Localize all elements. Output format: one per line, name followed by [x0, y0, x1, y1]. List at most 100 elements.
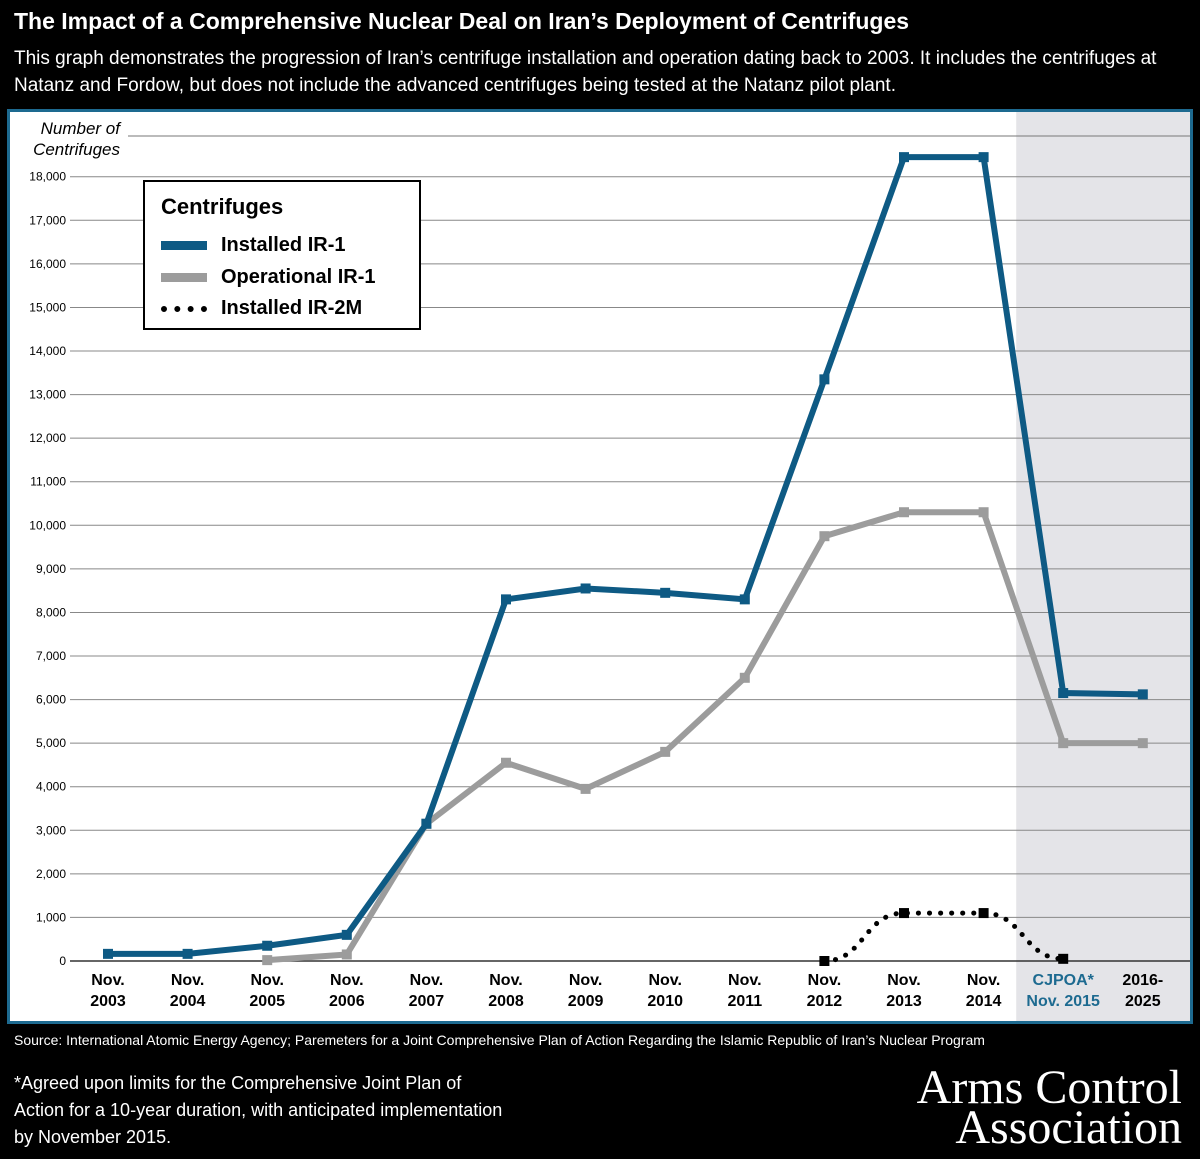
- legend-swatch-installed-ir1: [161, 241, 207, 251]
- y-tick-label: 14,000: [29, 344, 66, 358]
- series-line-installed-ir-2m: [821, 910, 1066, 964]
- data-point-operational-ir-1: [660, 746, 671, 757]
- x-tick-label-top: Nov.: [330, 972, 363, 989]
- source-note: Source: International Atomic Energy Agen…: [14, 1032, 985, 1048]
- data-point-installed-ir-1: [899, 152, 909, 163]
- y-tick-label: 2,000: [36, 867, 66, 881]
- x-tick-label-top: Nov.: [887, 972, 920, 989]
- legend-item-operational-ir1: Operational IR-1: [161, 266, 375, 289]
- data-point-installed-ir-2m: [978, 908, 989, 919]
- data-point-operational-ir-1: [501, 757, 511, 768]
- y-tick-label: 17,000: [29, 213, 66, 227]
- y-tick-label: 10,000: [29, 518, 66, 532]
- y-tick-label: 7,000: [36, 649, 66, 663]
- y-tick-label: 13,000: [29, 388, 66, 402]
- data-point-installed-ir-1: [182, 948, 193, 959]
- data-point-operational-ir-1: [262, 955, 273, 966]
- x-tick-label-top: Nov.: [569, 972, 602, 989]
- legend-swatch-operational-ir1: [161, 273, 207, 283]
- page-subtitle: This graph demonstrates the progression …: [14, 48, 1157, 96]
- data-point-installed-ir-1: [262, 940, 273, 951]
- x-tick-label-top: Nov.: [648, 972, 681, 989]
- data-point-operational-ir-1: [899, 507, 909, 518]
- y-tick-label: 18,000: [29, 170, 66, 184]
- series-line-operational-ir-1: [266, 509, 1143, 964]
- legend-item-installed-ir1: Installed IR-1: [161, 234, 345, 257]
- data-point-installed-ir-1: [103, 948, 113, 959]
- data-point-operational-ir-1: [819, 531, 830, 542]
- data-point-installed-ir-1: [1137, 689, 1148, 700]
- data-point-operational-ir-1: [739, 672, 750, 683]
- legend-label-operational-ir1: Operational IR-1: [221, 266, 376, 288]
- x-tick-label-bottom: 2014: [966, 993, 1002, 1010]
- data-point-installed-ir-1: [421, 818, 432, 829]
- data-point-installed-ir-1: [341, 929, 352, 940]
- chart-legend: Centrifuges Installed IR-1 Operational I…: [143, 180, 421, 330]
- y-axis-label-line-2: Centrifuges: [33, 140, 120, 159]
- x-tick-label-top: 2016-: [1122, 972, 1163, 989]
- data-point-installed-ir-1: [580, 583, 591, 594]
- x-tick-label-top: Nov.: [808, 972, 841, 989]
- x-tick-label-bottom: 2009: [568, 993, 604, 1010]
- centrifuge-line-chart: Number of Centrifuges 0 1,000 2,000 3,000 4,00…: [29, 112, 1190, 1021]
- series-line-installed-ir-1: [108, 154, 1143, 957]
- data-point-installed-ir-1: [739, 594, 750, 605]
- y-tick-label: 8,000: [36, 605, 66, 619]
- y-tick-label: 4,000: [36, 780, 66, 794]
- arms-control-association-logo: Arms Control Association: [916, 1061, 1182, 1154]
- y-tick-label: 5,000: [36, 736, 66, 750]
- footnote: *Agreed upon limits for the Comprehensiv…: [14, 1073, 503, 1147]
- x-tick-label-bottom: 2010: [647, 993, 683, 1010]
- chart-frame: Number of Centrifuges 0 1,000 2,000 3,000 4,00…: [7, 109, 1193, 1024]
- x-tick-label-bottom: 2011: [727, 993, 762, 1010]
- legend-item-installed-ir2m: Installed IR-2M: [161, 297, 362, 320]
- y-tick-label: 3,000: [36, 823, 66, 837]
- x-tick-label-top: Nov.: [728, 972, 761, 989]
- data-point-operational-ir-1: [1137, 738, 1148, 749]
- page-title: The Impact of a Comprehensive Nuclear De…: [14, 8, 910, 34]
- x-tick-label-bottom: 2008: [488, 993, 524, 1010]
- y-tick-label: 15,000: [29, 300, 66, 314]
- data-point-installed-ir-1: [978, 152, 989, 163]
- logo-line-1: Arms Control: [916, 1061, 1182, 1114]
- y-tick-label: 9,000: [36, 562, 66, 576]
- y-tick-label: 1,000: [36, 910, 66, 924]
- x-tick-label-bottom: 2012: [807, 993, 843, 1010]
- x-tick-label-bottom: 2005: [249, 993, 285, 1010]
- x-tick-label-top: Nov.: [91, 972, 124, 989]
- data-point-installed-ir-2m: [819, 956, 830, 966]
- x-tick-label-bottom: 2004: [170, 993, 206, 1010]
- x-tick-label-bottom: Nov. 2015: [1026, 993, 1100, 1010]
- y-tick-label: 16,000: [29, 257, 66, 271]
- x-tick-label-bottom: 2025: [1125, 993, 1161, 1010]
- x-tick-label-bottom: 2006: [329, 993, 365, 1010]
- x-tick-label-top: Nov.: [489, 972, 522, 989]
- y-tick-label: 6,000: [36, 693, 66, 707]
- y-axis-label-line-1: Number of: [41, 119, 123, 138]
- legend-title: Centrifuges: [161, 194, 284, 219]
- y-tick-label: 12,000: [29, 431, 66, 445]
- x-tick-label-top: Nov.: [171, 972, 204, 989]
- x-tick-label-bottom: 2003: [90, 993, 126, 1010]
- data-point-operational-ir-1: [341, 949, 352, 960]
- legend-swatch-installed-ir2m: [161, 305, 207, 312]
- x-tick-label-bottom: 2013: [886, 993, 922, 1010]
- legend-label-installed-ir2m: Installed IR-2M: [221, 297, 363, 319]
- x-tick-label-bottom: 2007: [409, 993, 445, 1010]
- y-tick-label: 0: [59, 954, 66, 968]
- data-point-operational-ir-1: [1058, 738, 1069, 749]
- x-tick-label-top: CJPOA*: [1033, 972, 1095, 989]
- data-point-installed-ir-2m: [1058, 953, 1069, 964]
- data-point-operational-ir-1: [978, 507, 989, 518]
- data-point-installed-ir-1: [501, 594, 511, 605]
- legend-label-installed-ir1: Installed IR-1: [221, 234, 346, 256]
- x-tick-label-top: Nov.: [250, 972, 283, 989]
- x-tick-label-top: Nov.: [410, 972, 443, 989]
- logo-line-2: Association: [955, 1101, 1182, 1154]
- y-tick-label: 11,000: [30, 475, 66, 489]
- data-point-operational-ir-1: [580, 783, 591, 794]
- data-point-installed-ir-1: [1058, 688, 1069, 699]
- x-tick-label-top: Nov.: [967, 972, 1000, 989]
- data-point-installed-ir-1: [660, 587, 671, 598]
- data-point-installed-ir-1: [819, 374, 830, 385]
